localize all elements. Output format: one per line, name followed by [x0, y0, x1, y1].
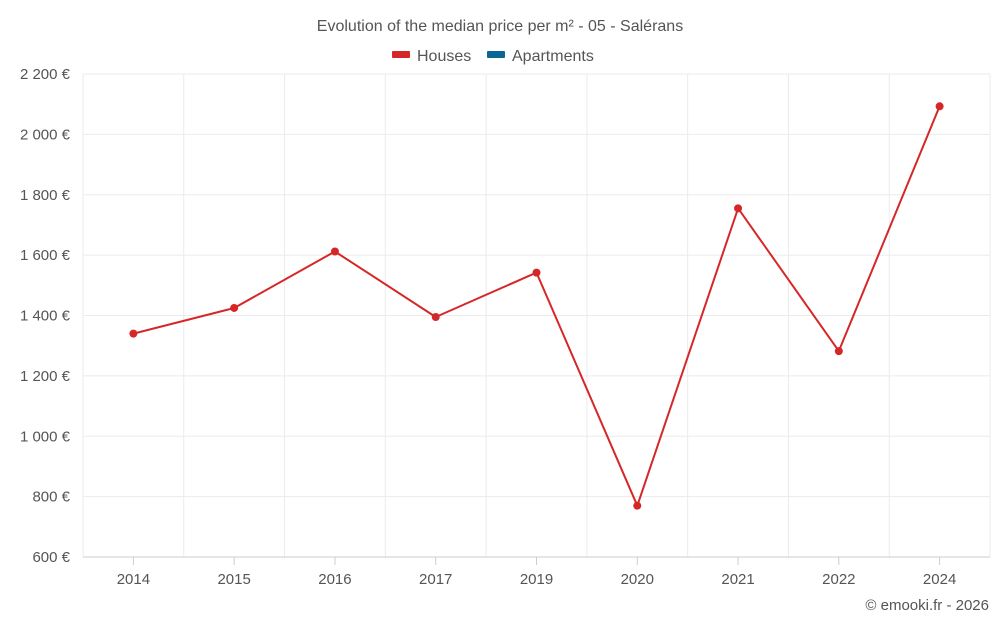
series-points — [129, 102, 944, 510]
data-point-houses-2016[interactable] — [330, 247, 339, 256]
x-tick-label: 2024 — [923, 571, 956, 588]
y-tick-label: 2 000 € — [20, 126, 71, 143]
y-tick-label: 600 € — [32, 549, 70, 566]
y-tick-label: 1 000 € — [20, 428, 71, 445]
x-tick-label: 2019 — [520, 571, 553, 588]
x-tick-label: 2017 — [419, 571, 452, 588]
y-axis-labels: 600 € 800 € 1 000 € 1 200 € 1 400 € 1 600 € 1 … — [20, 66, 71, 566]
data-point-houses-2024[interactable] — [935, 102, 944, 111]
y-gridlines — [83, 73, 990, 498]
data-point-houses-2021[interactable] — [734, 204, 743, 213]
series-line-houses — [133, 105, 941, 507]
x-tick-label: 2020 — [621, 571, 654, 588]
legend-label-houses: Houses — [417, 48, 471, 65]
data-point-houses-2014[interactable] — [129, 329, 138, 338]
y-tick-label: 1 600 € — [20, 247, 71, 264]
data-point-houses-2019[interactable] — [532, 268, 541, 277]
x-axis-labels: 2014 2015 2016 2017 2019 2020 2021 2022 2024 — [117, 557, 956, 588]
data-point-houses-2015[interactable] — [230, 303, 239, 312]
data-point-houses-2017[interactable] — [431, 313, 440, 322]
x-gridlines — [82, 74, 991, 557]
series-lines — [133, 105, 941, 507]
x-tick-label: 2021 — [721, 571, 754, 588]
data-point-houses-2022[interactable] — [834, 347, 843, 356]
legend-item-apartments[interactable]: Apartments — [487, 48, 594, 65]
credit-text: © emooki.fr - 2026 — [865, 597, 989, 614]
legend-label-apartments: Apartments — [512, 48, 594, 65]
x-tick-label: 2014 — [117, 571, 150, 588]
y-tick-label: 1 400 € — [20, 308, 71, 325]
legend-item-houses[interactable]: Houses — [392, 48, 471, 65]
legend: Houses Apartments — [392, 48, 594, 65]
legend-swatch-apartments — [487, 51, 505, 58]
y-tick-label: 800 € — [32, 489, 70, 506]
x-tick-label: 2022 — [822, 571, 855, 588]
y-tick-label: 1 200 € — [20, 368, 71, 385]
data-point-houses-2020[interactable] — [633, 501, 642, 510]
legend-swatch-houses — [392, 51, 410, 58]
x-tick-label: 2015 — [217, 571, 250, 588]
y-tick-label: 1 800 € — [20, 187, 71, 204]
y-tick-label: 2 200 € — [20, 66, 71, 83]
x-tick-label: 2016 — [318, 571, 351, 588]
chart-title: Evolution of the median price per m² - 0… — [317, 18, 683, 35]
